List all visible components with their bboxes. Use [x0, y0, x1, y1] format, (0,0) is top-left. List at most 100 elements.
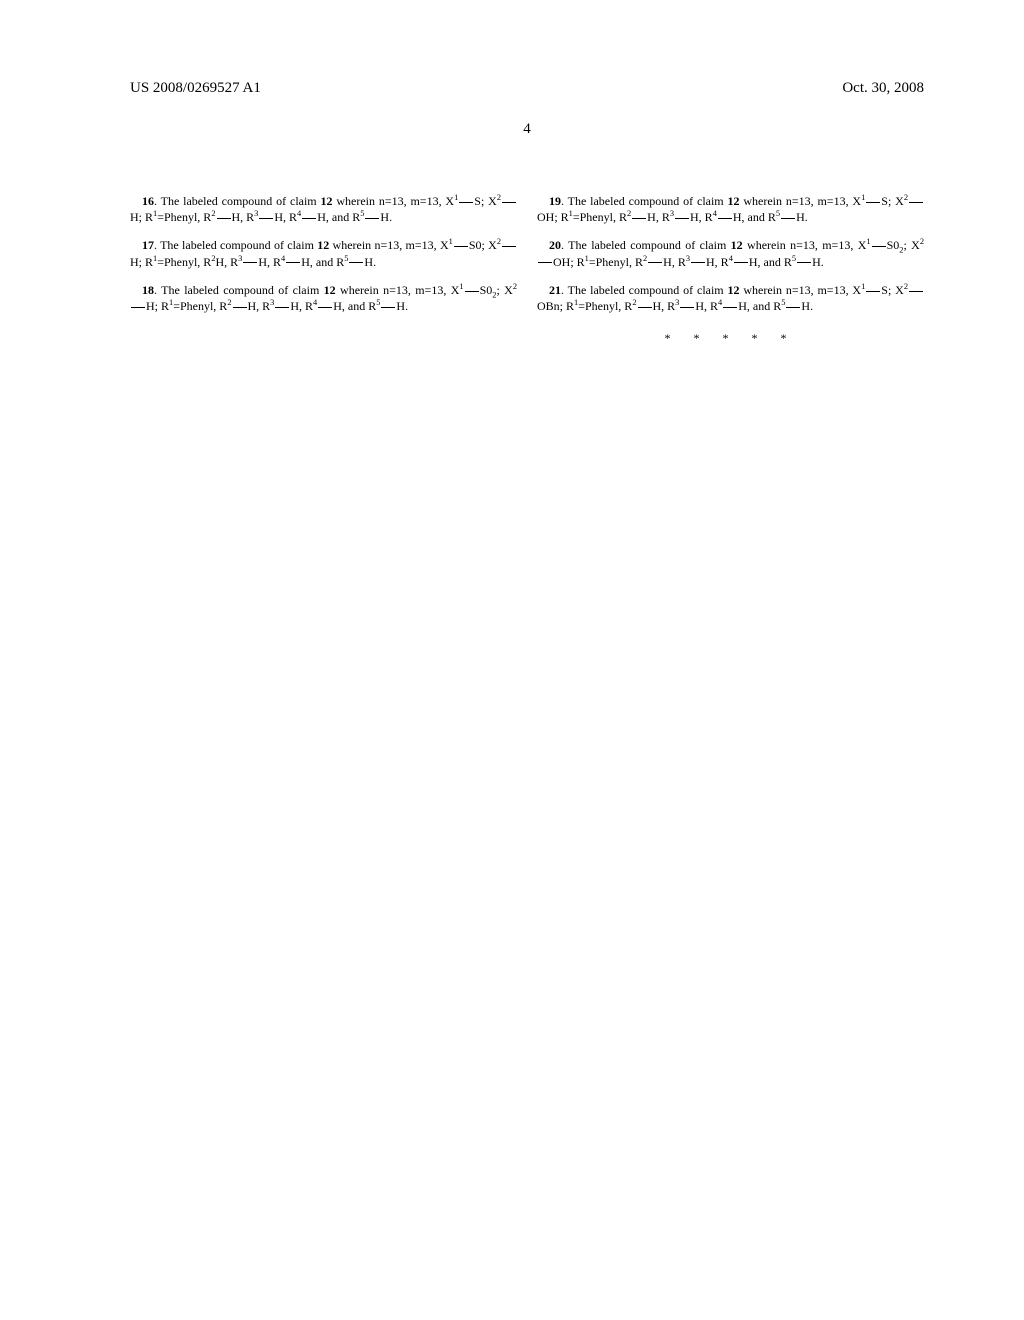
long-dash-icon [909, 202, 923, 203]
claim-21: 21. The labeled compound of claim 12 whe… [537, 282, 924, 314]
long-dash-icon [259, 218, 273, 219]
claim-text: H. [796, 210, 808, 224]
claim-19: 19. The labeled compound of claim 12 whe… [537, 193, 924, 225]
long-dash-icon [318, 307, 332, 308]
claim-text: H, R [690, 210, 713, 224]
sup: 4 [281, 254, 285, 263]
claim-text: H, R [706, 255, 729, 269]
long-dash-icon [691, 262, 705, 263]
claim-text: H, R [647, 210, 670, 224]
claim-text: H. [396, 299, 408, 313]
claim-text: =Phenyl, R [589, 255, 643, 269]
claim-text: H. [380, 210, 392, 224]
claim-ref: 12 [321, 194, 333, 208]
long-dash-icon [632, 218, 646, 219]
claim-ref: 12 [728, 194, 740, 208]
claim-text: S0 [887, 238, 900, 252]
claim-text: =Phenyl, R [573, 210, 627, 224]
sup: 2 [497, 237, 501, 246]
long-dash-icon [365, 218, 379, 219]
long-dash-icon [381, 307, 395, 308]
claim-text: H. [801, 299, 813, 313]
page-header: US 2008/0269527 A1 Oct. 30, 2008 [130, 80, 924, 97]
long-dash-icon [866, 202, 880, 203]
long-dash-icon [459, 202, 473, 203]
long-dash-icon [786, 307, 800, 308]
sup: 2 [920, 237, 924, 246]
claim-text: H, R [653, 299, 676, 313]
pub-date: Oct. 30, 2008 [842, 80, 924, 97]
long-dash-icon [275, 307, 289, 308]
claim-18: 18. The labeled compound of claim 12 whe… [130, 282, 517, 314]
claim-text: H, R [695, 299, 718, 313]
claim-text: S; X [881, 194, 904, 208]
claim-17: 17. The labeled compound of claim 12 whe… [130, 237, 517, 269]
claim-text: S0; X [469, 238, 497, 252]
claim-ref: 12 [728, 283, 740, 297]
sup: 2 [643, 254, 647, 263]
claim-text: H, R [663, 255, 686, 269]
sup: 4 [297, 209, 301, 218]
sup: 1 [866, 237, 870, 246]
claim-text: OH; R [553, 255, 585, 269]
sup: 4 [713, 209, 717, 218]
two-column-body: 16. The labeled compound of claim 12 whe… [130, 193, 924, 346]
long-dash-icon [866, 291, 880, 292]
long-dash-icon [638, 307, 652, 308]
claim-ref: 12 [324, 283, 336, 297]
left-column: 16. The labeled compound of claim 12 whe… [130, 193, 517, 346]
sup: 2 [497, 193, 501, 202]
claim-text: wherein n=13, m=13, X [743, 238, 867, 252]
claim-text: H. [364, 255, 376, 269]
claim-text: ; X [496, 283, 512, 297]
claim-text: H, and R [301, 255, 344, 269]
long-dash-icon [675, 218, 689, 219]
claim-text: OH; R [537, 210, 569, 224]
sup: 5 [360, 209, 364, 218]
sup: 3 [686, 254, 690, 263]
claim-20: 20. The labeled compound of claim 12 whe… [537, 237, 924, 269]
long-dash-icon [797, 262, 811, 263]
sup: 2 [627, 209, 631, 218]
claim-number: 21 [549, 283, 561, 297]
claim-text: H, R [274, 210, 297, 224]
sup: 3 [270, 298, 274, 307]
sup: 2 [211, 209, 215, 218]
claim-number: 16 [142, 194, 154, 208]
long-dash-icon [243, 262, 257, 263]
claim-text: wherein n=13, m=13, X [740, 194, 862, 208]
claim-text: H; R [130, 255, 153, 269]
claim-text: . The labeled compound of claim [154, 238, 317, 252]
long-dash-icon [502, 202, 516, 203]
claim-number: 17 [142, 238, 154, 252]
claim-text: wherein n=13, m=13, X [333, 194, 455, 208]
long-dash-icon [349, 262, 363, 263]
sup: 2 [227, 298, 231, 307]
claim-text: H, and R [733, 210, 776, 224]
sup: 1 [459, 282, 463, 291]
sup: 3 [254, 209, 258, 218]
sup: 2 [904, 193, 908, 202]
long-dash-icon [872, 246, 886, 247]
sup: 5 [376, 298, 380, 307]
page-number: 4 [130, 121, 924, 138]
long-dash-icon [648, 262, 662, 263]
claim-number: 20 [549, 238, 561, 252]
claim-text: OBn; R [537, 299, 574, 313]
end-of-claims-stars: * * * * * [537, 330, 924, 346]
long-dash-icon [454, 246, 468, 247]
claim-text: . The labeled compound of claim [154, 283, 324, 297]
claim-text: . The labeled compound of claim [154, 194, 321, 208]
long-dash-icon [502, 246, 516, 247]
sup: 1 [449, 237, 453, 246]
claim-text: H; R [130, 210, 153, 224]
sup: 1 [861, 193, 865, 202]
sup: 5 [344, 254, 348, 263]
claim-text: . The labeled compound of claim [561, 194, 728, 208]
claim-text: S; X [474, 194, 497, 208]
pub-number: US 2008/0269527 A1 [130, 80, 261, 97]
claim-text: wherein n=13, m=13, X [740, 283, 862, 297]
long-dash-icon [718, 218, 732, 219]
sup: 2 [904, 282, 908, 291]
claim-ref: 12 [731, 238, 743, 252]
